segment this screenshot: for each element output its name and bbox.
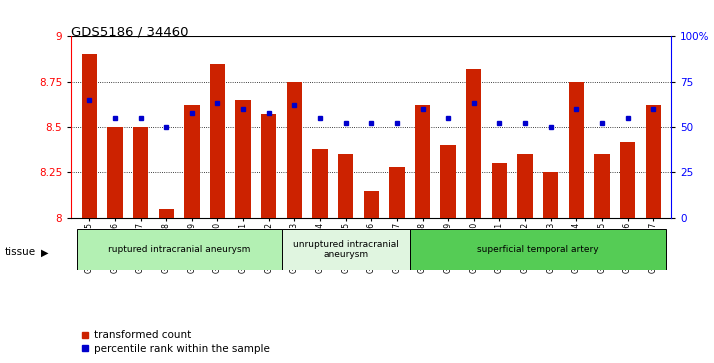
Bar <box>236 100 251 218</box>
Bar <box>261 114 276 218</box>
Bar <box>441 145 456 218</box>
Bar <box>594 154 610 218</box>
Bar <box>543 172 558 218</box>
Bar <box>76 229 281 270</box>
Bar <box>363 191 379 218</box>
Text: ruptured intracranial aneurysm: ruptured intracranial aneurysm <box>108 245 250 254</box>
Bar <box>281 229 410 270</box>
Legend: transformed count, percentile rank within the sample: transformed count, percentile rank withi… <box>76 326 274 358</box>
Text: tissue: tissue <box>4 247 36 257</box>
Bar <box>492 163 507 218</box>
Bar <box>107 127 123 218</box>
Bar <box>338 154 353 218</box>
Text: GDS5186 / 34460: GDS5186 / 34460 <box>71 25 189 38</box>
Bar <box>81 54 97 218</box>
Bar <box>210 64 225 218</box>
Text: ▶: ▶ <box>41 247 49 257</box>
Bar <box>159 209 174 218</box>
Bar <box>410 229 666 270</box>
Bar <box>133 127 149 218</box>
Bar <box>184 105 199 218</box>
Bar <box>466 69 481 218</box>
Bar <box>568 82 584 218</box>
Bar <box>645 105 661 218</box>
Text: unruptured intracranial
aneurysm: unruptured intracranial aneurysm <box>293 240 398 259</box>
Bar <box>620 142 635 218</box>
Bar <box>312 149 328 218</box>
Bar <box>389 167 405 218</box>
Bar <box>518 154 533 218</box>
Bar <box>287 82 302 218</box>
Text: superficial temporal artery: superficial temporal artery <box>477 245 599 254</box>
Bar <box>415 105 431 218</box>
